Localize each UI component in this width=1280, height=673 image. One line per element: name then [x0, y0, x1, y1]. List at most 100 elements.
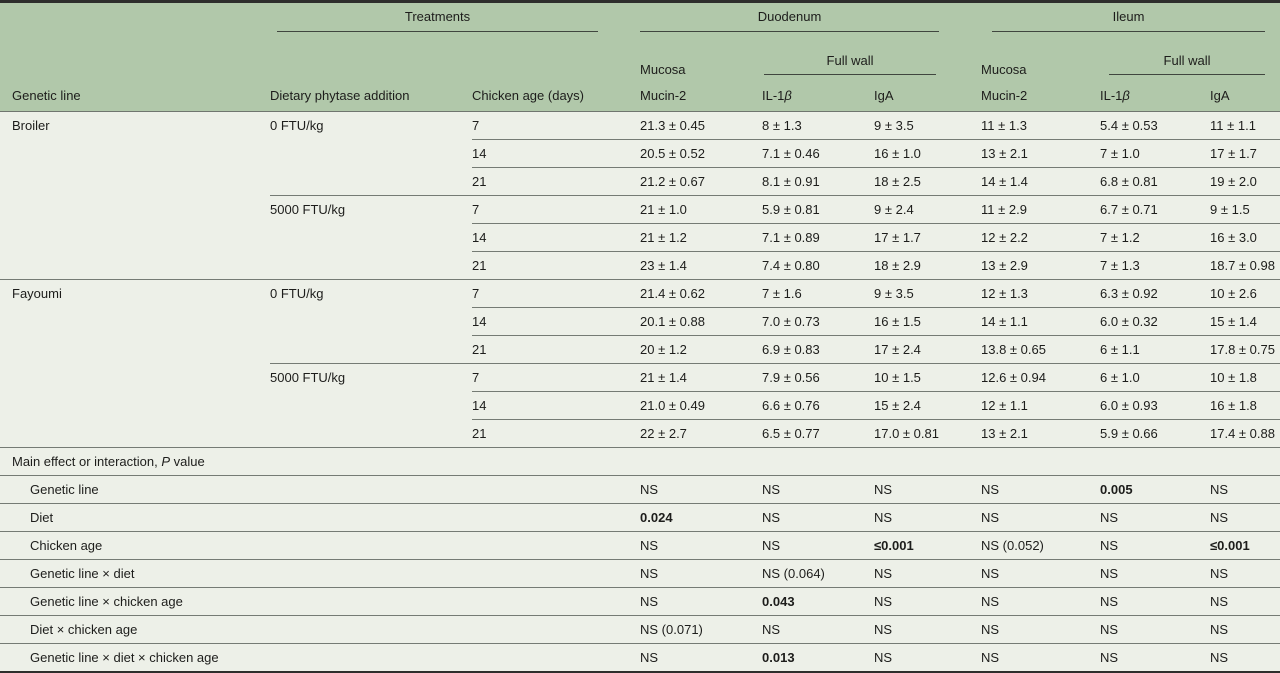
- column-header-mucin2-ileum: Mucin-2: [981, 78, 1101, 112]
- genetic-line-cell: [0, 419, 270, 448]
- p-value-cell: NS: [1210, 559, 1280, 588]
- column-header-il1b-duodenum: IL-1β: [762, 78, 875, 112]
- p-value-cell: NS: [981, 559, 1101, 588]
- header-ileum: Ileum: [981, 1, 1280, 40]
- value-cell: 14 ± 1.1: [981, 307, 1101, 336]
- value-cell: 16 ± 1.5: [874, 307, 982, 336]
- value-cell: 5.4 ± 0.53: [1100, 111, 1211, 140]
- diet-cell: [270, 223, 472, 252]
- value-cell: 17 ± 2.4: [874, 335, 982, 364]
- value-cell: 6.9 ± 0.83: [762, 335, 875, 364]
- value-cell: 7 ± 1.6: [762, 279, 875, 308]
- p-value-cell: NS: [1210, 615, 1280, 644]
- value-cell: 21.2 ± 0.67: [640, 167, 763, 196]
- p-value-cell: NS: [1100, 503, 1211, 532]
- value-cell: 10 ± 1.8: [1210, 363, 1280, 392]
- value-cell: 18 ± 2.5: [874, 167, 982, 196]
- p-value-cell: NS: [874, 475, 982, 504]
- value-cell: 7.9 ± 0.56: [762, 363, 875, 392]
- p-row-label: Genetic line: [0, 475, 641, 504]
- age-cell: 21: [472, 251, 641, 280]
- p-value-cell: NS (0.064): [762, 559, 875, 588]
- value-cell: 20.1 ± 0.88: [640, 307, 763, 336]
- p-value-cell: NS: [981, 643, 1101, 672]
- age-cell: 14: [472, 307, 641, 336]
- column-header-age: Chicken age (days): [472, 78, 641, 112]
- p-value-cell: NS: [762, 503, 875, 532]
- value-cell: 11 ± 1.3: [981, 111, 1101, 140]
- p-value-cell: NS: [1100, 531, 1211, 560]
- diet-cell: [270, 335, 472, 364]
- table-row: 21 22 ± 2.7 6.5 ± 0.77 17.0 ± 0.81 13 ± 2.1 5…: [0, 419, 1280, 448]
- header-spacer: [0, 1, 270, 40]
- value-cell: 9 ± 3.5: [874, 111, 982, 140]
- age-cell: 21: [472, 167, 641, 196]
- table-row: 14 21 ± 1.2 7.1 ± 0.89 17 ± 1.7 12 ± 2.2 7 ± …: [0, 223, 1280, 252]
- value-cell: 21.0 ± 0.49: [640, 391, 763, 420]
- value-cell: 9 ± 3.5: [874, 279, 982, 308]
- header-spacer: [0, 39, 641, 79]
- header-subgroup-row: Mucosa Full wall Mucosa Full wall: [0, 39, 1280, 79]
- header-treatments: Treatments: [270, 1, 641, 40]
- table-row: Chicken age NS NS ≤0.001 NS (0.052) NS ≤0.001: [0, 531, 1280, 560]
- value-cell: 21 ± 1.2: [640, 223, 763, 252]
- table-row: Broiler 0 FTU/kg 7 21.3 ± 0.45 8 ± 1.3 9 ± 3.…: [0, 111, 1280, 140]
- p-value-cell: NS: [981, 475, 1101, 504]
- table-row: Genetic line NS NS NS NS 0.005 NS: [0, 475, 1280, 504]
- p-value-cell: ≤0.001: [874, 531, 982, 560]
- column-header-diet: Dietary phytase addition: [270, 78, 472, 112]
- value-cell: 17.4 ± 0.88: [1210, 419, 1280, 448]
- diet-cell: [270, 167, 472, 196]
- table-header: Treatments Duodenum Ileum Mucosa Full wa…: [0, 1, 1280, 112]
- value-cell: 14 ± 1.4: [981, 167, 1101, 196]
- value-cell: 7 ± 1.0: [1100, 139, 1211, 168]
- full-wall-label: Full wall: [764, 53, 937, 75]
- value-cell: 16 ± 1.8: [1210, 391, 1280, 420]
- p-value-cell: NS: [874, 587, 982, 616]
- table-row: Diet × chicken age NS (0.071) NS NS NS NS NS: [0, 615, 1280, 644]
- diet-cell: 0 FTU/kg: [270, 111, 472, 140]
- column-header-iga-duodenum: IgA: [874, 78, 982, 112]
- p-value-cell: NS: [640, 559, 763, 588]
- diet-cell: 0 FTU/kg: [270, 279, 472, 308]
- value-cell: 15 ± 1.4: [1210, 307, 1280, 336]
- value-cell: 13 ± 2.1: [981, 419, 1101, 448]
- value-cell: 21.4 ± 0.62: [640, 279, 763, 308]
- value-cell: 21.3 ± 0.45: [640, 111, 763, 140]
- value-cell: 7 ± 1.3: [1100, 251, 1211, 280]
- p-value-cell: NS: [1210, 643, 1280, 672]
- p-value-cell: 0.024: [640, 503, 763, 532]
- diet-cell: [270, 419, 472, 448]
- genetic-line-cell: [0, 167, 270, 196]
- age-cell: 7: [472, 279, 641, 308]
- value-cell: 6 ± 1.0: [1100, 363, 1211, 392]
- diet-cell: [270, 391, 472, 420]
- value-cell: 12 ± 1.3: [981, 279, 1101, 308]
- value-cell: 17 ± 1.7: [874, 223, 982, 252]
- p-value-cell: NS: [1210, 587, 1280, 616]
- value-cell: 18 ± 2.9: [874, 251, 982, 280]
- column-header-mucin2-duodenum: Mucin-2: [640, 78, 763, 112]
- table-row: 14 21.0 ± 0.49 6.6 ± 0.76 15 ± 2.4 12 ± 1.1 6…: [0, 391, 1280, 420]
- p-row-label: Diet: [0, 503, 641, 532]
- value-cell: 17.8 ± 0.75: [1210, 335, 1280, 364]
- value-cell: 12.6 ± 0.94: [981, 363, 1101, 392]
- p-value-cell: NS: [1100, 587, 1211, 616]
- ileum-label: Ileum: [992, 9, 1266, 32]
- p-row-label: Genetic line × chicken age: [0, 587, 641, 616]
- p-value-cell: NS: [762, 531, 875, 560]
- age-cell: 7: [472, 363, 641, 392]
- table-row: Diet 0.024 NS NS NS NS NS: [0, 503, 1280, 532]
- p-value-cell: NS: [874, 503, 982, 532]
- genetic-line-cell: [0, 251, 270, 280]
- value-cell: 6.5 ± 0.77: [762, 419, 875, 448]
- value-cell: 5.9 ± 0.66: [1100, 419, 1211, 448]
- table-row: Fayoumi 0 FTU/kg 7 21.4 ± 0.62 7 ± 1.6 9 ± 3.…: [0, 279, 1280, 308]
- column-header-il1b-ileum: IL-1β: [1100, 78, 1211, 112]
- p-value-cell: NS: [1210, 503, 1280, 532]
- value-cell: 11 ± 1.1: [1210, 111, 1280, 140]
- value-cell: 6.3 ± 0.92: [1100, 279, 1211, 308]
- p-row-label: Genetic line × diet × chicken age: [0, 643, 641, 672]
- age-cell: 7: [472, 195, 641, 224]
